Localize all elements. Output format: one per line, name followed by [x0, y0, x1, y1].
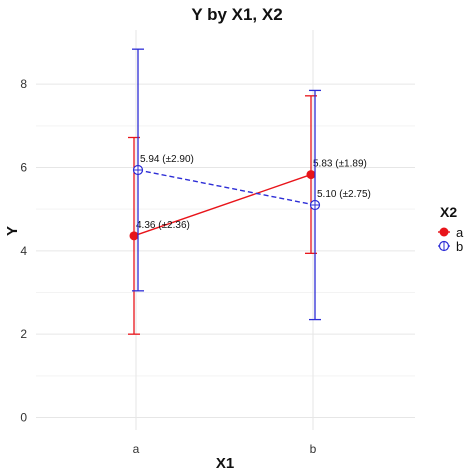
y-tick-label: 6 [20, 161, 27, 175]
legend-label: b [456, 239, 463, 254]
x-axis-title: X1 [216, 455, 234, 472]
series-line-a [133, 173, 312, 237]
y-tick-label: 4 [20, 244, 27, 258]
series-line-b [137, 169, 316, 206]
data-label: 5.83 (±1.89) [313, 159, 367, 170]
y-tick-label: 0 [20, 411, 27, 425]
chart-title: Y by X1, X2 [191, 5, 282, 24]
x-tick-label: a [133, 442, 140, 456]
data-label: 4.36 (±2.36) [136, 220, 190, 231]
y-axis-ticks: 0 2 4 6 8 [20, 77, 27, 424]
series-a: 4.36 (±2.36) 5.83 (±1.89) [128, 95, 367, 335]
y-tick-label: 2 [20, 327, 27, 341]
x-tick-label: b [310, 442, 317, 456]
y-axis-title: Y [4, 226, 21, 236]
series-b: 5.94 (±2.90) 5.10 (±2.75) [132, 48, 371, 321]
legend-key-marker [439, 227, 449, 237]
grid [36, 30, 415, 430]
data-label: 5.94 (±2.90) [140, 154, 194, 165]
data-point [306, 170, 316, 180]
data-point [129, 231, 139, 241]
y-tick-label: 8 [20, 77, 27, 91]
series-layer: 4.36 (±2.36) 5.83 (±1.89) 5.94 (±2.90) 5.10… [128, 48, 371, 335]
legend: X2 ab [438, 204, 464, 254]
legend-label: a [456, 225, 464, 240]
data-label: 5.10 (±2.75) [317, 189, 371, 200]
legend-title: X2 [440, 204, 457, 220]
